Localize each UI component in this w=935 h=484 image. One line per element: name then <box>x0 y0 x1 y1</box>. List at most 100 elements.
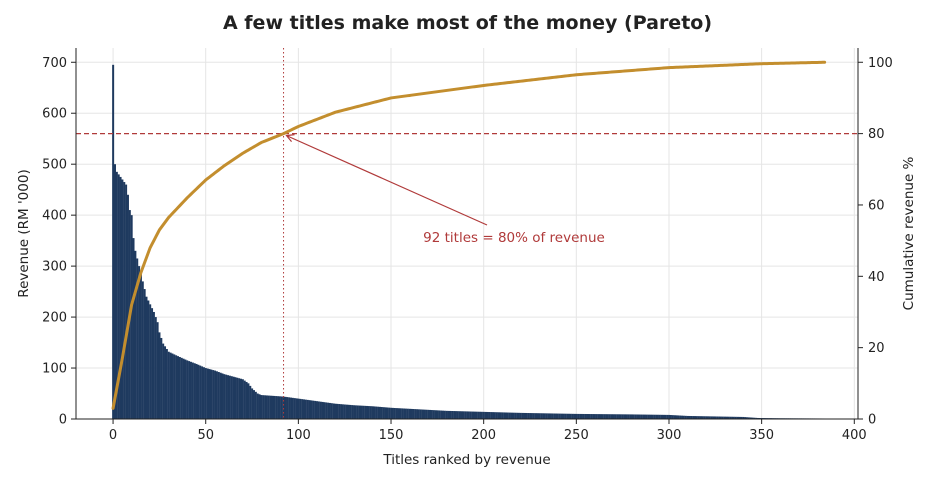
revenue-bar <box>564 413 567 419</box>
revenue-bar <box>380 407 383 419</box>
revenue-bar <box>425 409 428 419</box>
revenue-bar <box>262 395 265 419</box>
revenue-bar <box>744 417 747 419</box>
revenue-bar <box>655 414 658 419</box>
revenue-bar <box>295 398 298 419</box>
revenue-bar <box>371 406 374 419</box>
y-tick: 200 <box>42 311 76 326</box>
revenue-bar <box>193 363 196 419</box>
revenue-bar <box>256 393 259 419</box>
revenue-bar <box>121 179 124 419</box>
x-tick: 50 <box>197 419 214 443</box>
revenue-bar <box>493 412 496 419</box>
revenue-bar <box>204 368 207 419</box>
revenue-bar <box>319 401 322 419</box>
revenue-bar <box>492 412 495 419</box>
revenue-bar <box>701 416 704 419</box>
revenue-bar <box>126 194 129 419</box>
revenue-bar <box>354 405 357 419</box>
revenue-bar <box>293 398 296 419</box>
revenue-bar <box>519 412 522 419</box>
revenue-bar <box>651 414 654 419</box>
revenue-bar <box>551 413 554 419</box>
revenue-bar <box>523 412 526 419</box>
revenue-bar <box>569 413 572 419</box>
revenue-bar <box>545 413 548 419</box>
revenue-bar <box>432 410 435 419</box>
annotation-group: 92 titles = 80% of revenue <box>285 134 605 246</box>
revenue-bar <box>517 412 520 419</box>
y-tick-label: 500 <box>42 158 67 173</box>
revenue-bar <box>227 375 230 419</box>
revenue-bar <box>284 396 287 419</box>
revenue-bar <box>139 273 142 419</box>
revenue-bar <box>206 368 209 419</box>
revenue-bar <box>212 370 215 419</box>
revenue-bar <box>330 403 333 419</box>
revenue-bar <box>288 397 291 419</box>
revenue-bar <box>734 416 737 419</box>
revenue-bar <box>473 411 476 419</box>
revenue-bar <box>171 353 174 419</box>
y-tick: 100 <box>42 362 76 377</box>
revenue-bar <box>616 414 619 419</box>
revenue-bar <box>556 413 559 419</box>
x-tick: 400 <box>842 419 867 443</box>
revenue-bar <box>571 413 574 419</box>
y-tick-label: 0 <box>59 413 67 428</box>
y2-tick: 20 <box>858 341 885 356</box>
revenue-bar <box>686 415 689 419</box>
revenue-bar <box>682 415 685 419</box>
revenue-bar <box>504 412 507 419</box>
revenue-bar <box>214 370 217 419</box>
revenue-bar <box>223 374 226 419</box>
revenue-bar <box>547 413 550 419</box>
revenue-bar <box>708 416 711 419</box>
revenue-bar <box>254 391 257 419</box>
revenue-bar <box>656 414 659 419</box>
revenue-bar <box>184 359 187 419</box>
revenue-bar <box>156 322 159 419</box>
revenue-bar <box>555 413 558 419</box>
revenue-bar <box>408 408 411 419</box>
revenue-bar <box>123 182 126 419</box>
revenue-bar <box>632 414 635 419</box>
revenue-bar <box>282 396 285 419</box>
revenue-bar <box>314 400 317 419</box>
revenue-bar <box>664 414 667 419</box>
revenue-bar <box>312 400 315 419</box>
revenue-bar <box>265 395 268 419</box>
revenue-bar <box>299 398 302 419</box>
revenue-bar <box>321 401 324 419</box>
revenue-bar <box>210 369 213 419</box>
revenue-bar <box>647 414 650 419</box>
revenue-bar <box>512 412 515 419</box>
revenue-bar <box>695 416 698 419</box>
revenue-bar <box>249 385 252 419</box>
revenue-bar <box>558 413 561 419</box>
revenue-bar <box>605 414 608 419</box>
x-tick-label: 150 <box>379 428 404 443</box>
revenue-bar <box>165 349 168 419</box>
revenue-bar <box>699 416 702 419</box>
revenue-bar <box>586 414 589 419</box>
revenue-bar <box>751 417 754 419</box>
revenue-bar <box>573 413 576 419</box>
revenue-bar <box>423 409 426 419</box>
revenue-bar <box>143 289 146 419</box>
revenue-bar <box>341 404 344 419</box>
revenue-bar <box>393 407 396 419</box>
revenue-bar <box>230 376 233 419</box>
revenue-bar <box>540 413 543 419</box>
revenue-bar <box>364 405 367 419</box>
revenue-bar <box>373 406 376 419</box>
revenue-bar <box>277 396 280 419</box>
revenue-bar <box>164 346 167 419</box>
revenue-bar <box>151 308 154 419</box>
revenue-bar <box>694 416 697 419</box>
revenue-bar <box>138 266 141 419</box>
revenue-bar <box>592 414 595 419</box>
y-tick: 400 <box>42 209 76 224</box>
revenue-bar <box>340 404 343 419</box>
y-tick-label: 700 <box>42 56 67 71</box>
